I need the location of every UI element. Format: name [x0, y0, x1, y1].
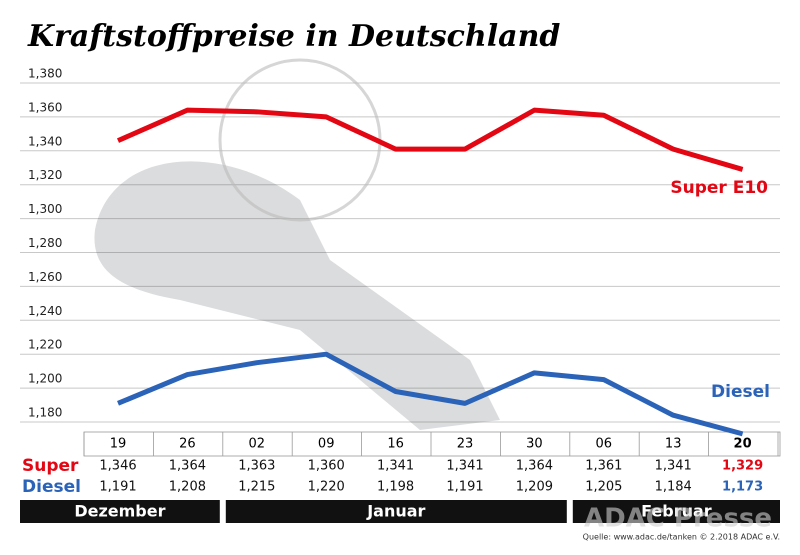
- y-tick-label: 1,300: [28, 202, 62, 216]
- series-line: [116, 107, 744, 172]
- month-label: Februar: [641, 502, 712, 521]
- month-bar: [20, 500, 220, 523]
- value-label: 1,346: [99, 459, 136, 474]
- chart-title: Kraftstoffpreise in Deutschland: [27, 19, 560, 54]
- decoration: [218, 58, 382, 222]
- y-tick-label: 1,320: [28, 168, 62, 182]
- value-label: 1,191: [99, 480, 136, 495]
- value-label: 1,191: [446, 480, 483, 495]
- month-label: Dezember: [74, 502, 165, 521]
- value-label: 1,363: [238, 459, 275, 474]
- value-label: 1,198: [377, 480, 414, 495]
- month-bar: [572, 500, 780, 523]
- x-tick-label: 06: [596, 437, 613, 452]
- legend-label: Super E10: [670, 178, 768, 198]
- row-label: Super: [22, 456, 79, 476]
- y-tick-label: 1,240: [28, 304, 62, 318]
- x-tick-label: 16: [387, 437, 404, 452]
- value-label: 1,360: [308, 459, 345, 474]
- y-tick-label: 1,200: [28, 372, 62, 386]
- x-tick-label: 30: [526, 437, 543, 452]
- month-label: Januar: [366, 502, 425, 521]
- value-label: 1,209: [516, 480, 553, 495]
- y-tick-label: 1,340: [28, 134, 62, 148]
- value-label: 1,208: [169, 480, 206, 495]
- value-label: 1,341: [377, 459, 414, 474]
- watermark: ADAC Presse: [584, 504, 772, 534]
- month-bar: [225, 500, 567, 523]
- source: Quelle: www.adac.de/tanken © 2.2018 ADAC…: [583, 533, 780, 542]
- x-tick-label: 13: [665, 437, 682, 452]
- value-label: 1,220: [308, 480, 345, 495]
- value-label: 1,341: [446, 459, 483, 474]
- value-label: 1,364: [516, 459, 553, 474]
- decoration: [94, 161, 500, 430]
- y-tick-label: 1,360: [28, 100, 62, 114]
- x-tick-label: 23: [457, 437, 474, 452]
- row-label: Diesel: [22, 477, 81, 497]
- x-tick-label: 20: [734, 437, 752, 452]
- x-tick-label: 09: [318, 437, 335, 452]
- x-tick-label: 26: [179, 437, 196, 452]
- x-tick-label: 19: [110, 437, 127, 452]
- legend-label: Diesel: [711, 382, 770, 402]
- x-tick-label: 02: [249, 437, 266, 452]
- value-label: 1,173: [722, 480, 763, 495]
- y-tick-label: 1,180: [28, 406, 62, 420]
- value-label: 1,184: [655, 480, 692, 495]
- value-label: 1,215: [238, 480, 275, 495]
- value-label: 1,361: [585, 459, 622, 474]
- series-line: [117, 351, 744, 437]
- value-label: 1,205: [585, 480, 622, 495]
- value-label: 1,341: [655, 459, 692, 474]
- y-tick-label: 1,380: [28, 67, 62, 81]
- y-tick-label: 1,280: [28, 236, 62, 250]
- value-label: 1,329: [722, 459, 763, 474]
- y-tick-label: 1,260: [28, 270, 62, 284]
- y-tick-label: 1,220: [28, 338, 62, 352]
- table-header: [83, 431, 781, 457]
- value-label: 1,364: [169, 459, 206, 474]
